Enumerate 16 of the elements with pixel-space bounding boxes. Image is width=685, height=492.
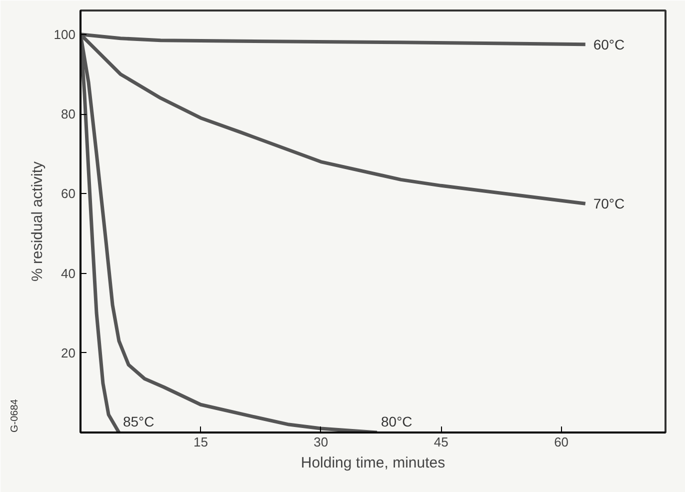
x-tick-label: 30 xyxy=(314,434,328,450)
series-label: 60°C xyxy=(593,36,625,52)
y-tick-label: 40 xyxy=(61,266,76,281)
series-label: 80°C xyxy=(381,414,412,430)
x-axis-title: Holding time, minutes xyxy=(300,454,446,472)
text: G-0684 xyxy=(10,398,20,432)
y-axis-title: % residual activity xyxy=(28,160,46,282)
y-tick-label: 20 xyxy=(61,345,76,360)
series-label: 70°C xyxy=(593,196,625,212)
y-tick-label: 60 xyxy=(61,186,76,202)
x-tick-label: 60 xyxy=(554,434,569,450)
series-label: 85°C xyxy=(122,414,154,430)
x-tick-label: 15 xyxy=(193,434,208,450)
x-tick-label: 45 xyxy=(434,434,448,450)
y-tick-label: 100 xyxy=(54,26,76,42)
y-tick-label: 80 xyxy=(61,106,76,122)
